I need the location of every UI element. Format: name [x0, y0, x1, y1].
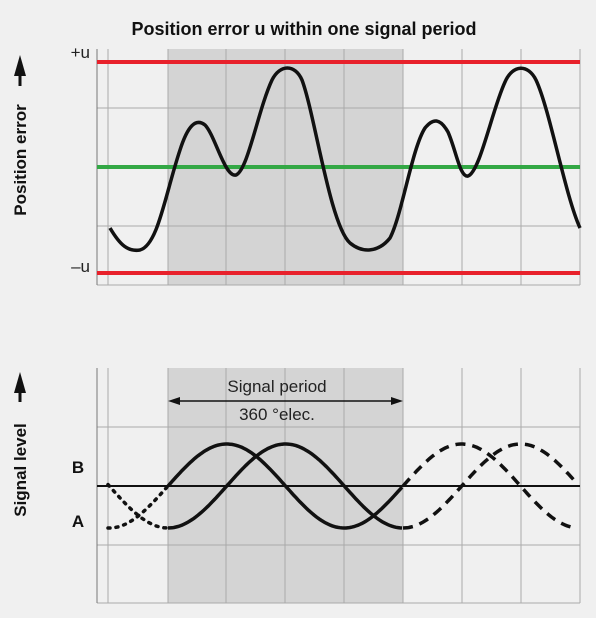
signal-b-label: B — [72, 458, 84, 477]
signal-b-dashed — [401, 442, 576, 530]
signal-a-label: A — [72, 512, 84, 531]
signal-a-solid — [167, 442, 403, 530]
axis-arrow — [14, 55, 26, 76]
signal-b-solid — [166, 442, 404, 530]
signals — [106, 442, 577, 530]
title: Position error u within one signal perio… — [131, 19, 476, 39]
upper-limit-label: +u — [71, 43, 90, 62]
arrow-head — [168, 397, 180, 405]
axis-label: Signal level — [11, 423, 30, 517]
lower-limit-label: –u — [71, 257, 90, 276]
position-error-curve — [108, 66, 582, 253]
axis-label: Position error — [11, 104, 30, 216]
signal-a-dashed — [402, 442, 577, 530]
arrow-head — [391, 397, 403, 405]
signal-b-dotted — [106, 484, 170, 530]
period-value: 360 °elec. — [239, 405, 315, 424]
period-label: Signal period — [227, 377, 326, 396]
axis-arrow — [14, 372, 26, 393]
